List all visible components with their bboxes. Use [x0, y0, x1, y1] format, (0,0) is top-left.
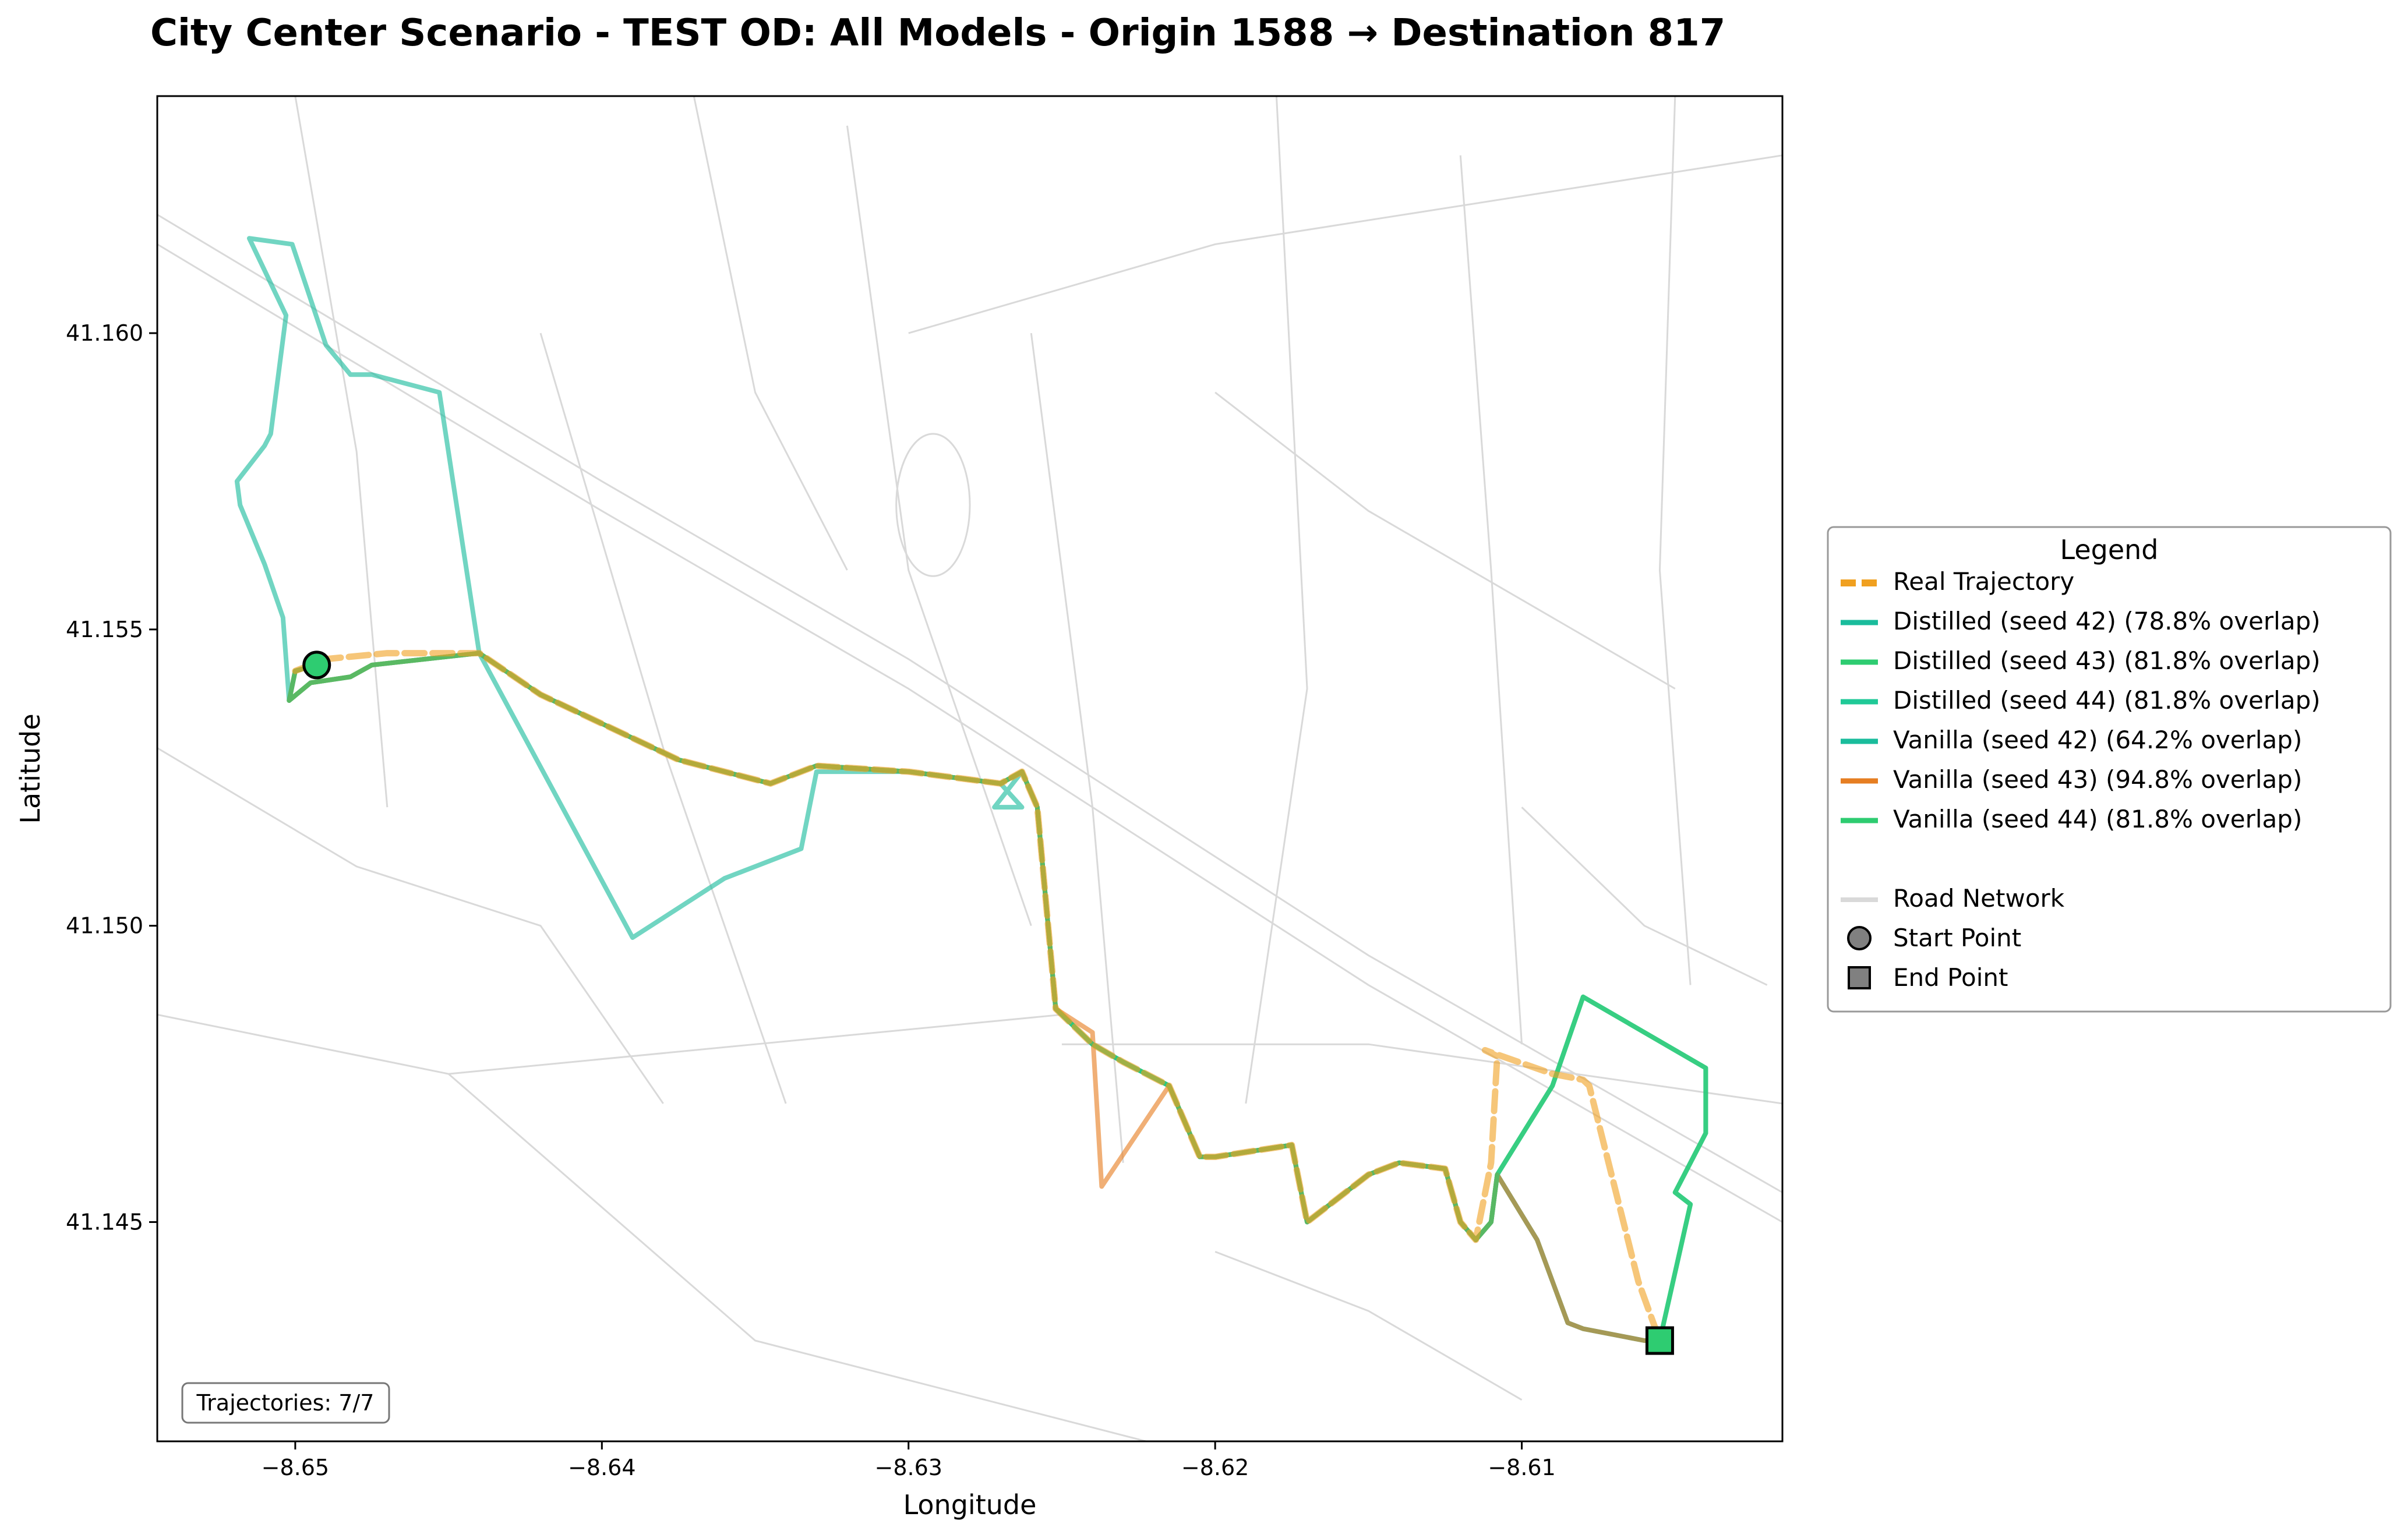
- od-markers: [302, 650, 1674, 1355]
- legend: Legend Real Trajectory Distilled (seed 42…: [1827, 526, 2392, 1013]
- x-axis: −8.65 −8.64 −8.63 −8.62 −8.61: [262, 1441, 1556, 1480]
- series-line: [292, 650, 1663, 1344]
- y-tick-label: 41.155: [66, 617, 143, 642]
- legend-entry: Real Trajectory: [1893, 567, 2074, 596]
- road-segment: [1658, 96, 1692, 985]
- y-tick-label: 41.160: [66, 320, 143, 346]
- chart-title: City Center Scenario - TEST OD: All Mode…: [150, 12, 1725, 55]
- road-segment: [157, 214, 1782, 1193]
- trajectory-count-text: Trajectories: 7/7: [196, 1390, 375, 1416]
- road-network: [157, 96, 1782, 1441]
- roundabout: [895, 433, 971, 577]
- legend-entry: Distilled (seed 44) (81.8% overlap): [1893, 686, 2321, 715]
- road-segment: [908, 154, 1782, 334]
- road-segment: [157, 747, 664, 1104]
- legend-entry: Distilled (seed 42) (78.8% overlap): [1893, 607, 2321, 635]
- trajectory-count-annotation: Trajectories: 7/7: [181, 1382, 390, 1424]
- road-segment: [1521, 807, 1768, 986]
- legend-entry: Distilled (seed 43) (81.8% overlap): [1893, 646, 2321, 675]
- road-segment: [1214, 1250, 1523, 1401]
- road-segment: [1245, 96, 1308, 1104]
- legend-title: Legend: [2060, 534, 2159, 565]
- end-point-marker: [1645, 1326, 1674, 1355]
- x-tick-label: −8.61: [1488, 1455, 1555, 1480]
- trajectories: [234, 236, 1708, 1344]
- legend-entry: Road Network: [1893, 884, 2065, 913]
- x-tick-label: −8.65: [262, 1455, 329, 1480]
- plot-frame: [156, 95, 1784, 1442]
- legend-box: [1827, 526, 2392, 1013]
- road-segment: [693, 96, 848, 571]
- x-tick-label: −8.64: [568, 1455, 635, 1480]
- road-segment: [1214, 391, 1676, 690]
- plot-area: [157, 96, 1782, 1441]
- x-axis-label: Longitude: [903, 1489, 1037, 1521]
- road-segment: [1459, 155, 1523, 1045]
- legend-entry: Vanilla (seed 42) (64.2% overlap): [1893, 726, 2302, 754]
- x-tick-label: −8.62: [1181, 1455, 1249, 1480]
- y-axis-label: Latitude: [15, 713, 46, 823]
- y-tick-label: 41.145: [66, 1209, 143, 1235]
- y-tick-label: 41.150: [66, 913, 143, 939]
- legend-end-symbol: [1848, 966, 1871, 989]
- legend-entry: Start Point: [1893, 924, 2021, 952]
- road-segment: [294, 96, 389, 808]
- road-segment: [846, 125, 1032, 927]
- road-segment: [539, 333, 787, 1104]
- y-axis: 41.145 41.150 41.155 41.160: [66, 320, 157, 1235]
- road-segment: [157, 1013, 1062, 1075]
- legend-entry: Vanilla (seed 44) (81.8% overlap): [1893, 805, 2302, 833]
- road-segment: [1061, 1043, 1782, 1105]
- legend-start-symbol: [1847, 926, 1872, 950]
- road-segment: [448, 1073, 1150, 1441]
- legend-entry: Vanilla (seed 43) (94.8% overlap): [1893, 765, 2302, 794]
- start-point-marker: [302, 650, 331, 680]
- legend-entry: End Point: [1893, 963, 2008, 992]
- road-segment: [1030, 333, 1124, 1163]
- x-tick-label: −8.63: [874, 1455, 942, 1480]
